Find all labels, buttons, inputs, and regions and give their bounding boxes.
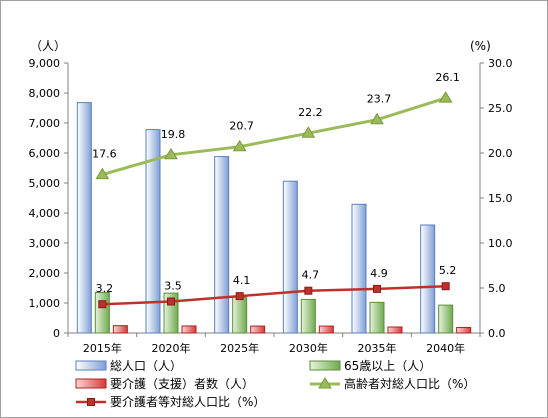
legend-swatch bbox=[309, 360, 341, 371]
x-tick-label: 2035年 bbox=[358, 341, 397, 355]
data-label: 4.1 bbox=[233, 274, 251, 287]
data-label: 19.8 bbox=[161, 128, 186, 141]
triangle-marker bbox=[301, 126, 316, 138]
legend-square-marker bbox=[87, 398, 95, 406]
bar-2 bbox=[300, 298, 316, 334]
data-label: 4.9 bbox=[370, 267, 388, 280]
line-series-1 bbox=[101, 96, 447, 177]
data-label: 17.6 bbox=[92, 148, 117, 161]
bar-2 bbox=[369, 301, 385, 334]
y-left-tick-label: 5,000 bbox=[29, 177, 61, 190]
square-marker bbox=[304, 286, 313, 295]
y-right-tick-label: 10.0 bbox=[488, 237, 513, 250]
data-label: 4.7 bbox=[302, 269, 320, 282]
bar-1 bbox=[420, 224, 436, 334]
legend-label: 総人口（人） bbox=[110, 359, 182, 373]
bar-3 bbox=[318, 325, 334, 334]
bar-3 bbox=[181, 325, 197, 334]
y-right-unit: (%) bbox=[470, 39, 491, 53]
data-label: 22.2 bbox=[298, 106, 323, 119]
y-left-tick-label: 8,000 bbox=[29, 87, 61, 100]
triangle-marker bbox=[95, 167, 110, 180]
y-right-tick-label: 0.0 bbox=[488, 327, 506, 340]
data-label: 3.5 bbox=[164, 280, 182, 293]
y-right-tick-label: 5.0 bbox=[488, 282, 506, 295]
data-label: 26.1 bbox=[435, 71, 460, 84]
y-left-tick-label: 6,000 bbox=[29, 147, 61, 160]
data-label: 23.7 bbox=[367, 93, 392, 106]
y-left-tick-label: 7,000 bbox=[29, 117, 61, 130]
y-left-unit: （人） bbox=[30, 39, 66, 53]
bar-3 bbox=[112, 325, 128, 334]
y-right-tick-label: 30.0 bbox=[488, 57, 513, 70]
y-left-tick-label: 3,000 bbox=[29, 237, 61, 250]
x-tick-label: 2025年 bbox=[220, 341, 259, 355]
legend-label: 高齢者対総人口比（%） bbox=[344, 376, 475, 391]
triangle-marker bbox=[438, 91, 453, 103]
bar-1 bbox=[76, 102, 92, 334]
square-marker bbox=[235, 292, 244, 301]
legend-label: 要介護（支援）者数（人） bbox=[110, 376, 254, 391]
x-tick-label: 2040年 bbox=[426, 341, 465, 355]
square-marker bbox=[441, 282, 450, 291]
triangle-marker bbox=[370, 112, 384, 125]
data-label: 20.7 bbox=[229, 120, 254, 133]
y-left-tick-label: 2,000 bbox=[29, 267, 61, 280]
bar-1 bbox=[214, 156, 230, 334]
legend-swatch bbox=[75, 378, 107, 389]
bar-1 bbox=[351, 203, 367, 334]
bar-2 bbox=[232, 296, 248, 334]
bar-1 bbox=[145, 129, 161, 334]
y-left-tick-label: 1,000 bbox=[29, 297, 61, 310]
triangle-marker bbox=[232, 139, 247, 152]
legend-label: 65歳以上（人） bbox=[344, 359, 431, 373]
x-tick-label: 2030年 bbox=[289, 341, 328, 355]
bar-2 bbox=[438, 304, 454, 334]
line-series-2 bbox=[102, 284, 446, 306]
legend-swatch bbox=[75, 360, 107, 371]
y-left-tick-label: 4,000 bbox=[29, 207, 61, 220]
legend-triangle-marker bbox=[318, 377, 332, 389]
square-marker bbox=[373, 284, 381, 293]
y-right-tick-label: 25.0 bbox=[488, 102, 513, 115]
square-marker bbox=[167, 297, 175, 306]
bar-3 bbox=[387, 326, 403, 334]
bar-3 bbox=[250, 325, 266, 334]
bar-1 bbox=[282, 180, 298, 334]
y-left-tick-label: 9,000 bbox=[29, 57, 61, 70]
triangle-marker bbox=[164, 147, 178, 160]
y-right-tick-label: 15.0 bbox=[488, 192, 513, 205]
y-right-tick-label: 20.0 bbox=[488, 147, 513, 160]
data-label: 5.2 bbox=[439, 264, 457, 277]
y-left-tick-label: 0 bbox=[53, 327, 60, 340]
bar-3 bbox=[456, 326, 472, 334]
square-marker bbox=[98, 300, 107, 309]
bar-2 bbox=[94, 292, 110, 334]
x-tick-label: 2020年 bbox=[152, 341, 191, 355]
legend-label: 要介護者等対総人口比（%） bbox=[110, 394, 265, 409]
data-label: 3.2 bbox=[96, 282, 114, 295]
x-tick-label: 2015年 bbox=[83, 341, 122, 355]
